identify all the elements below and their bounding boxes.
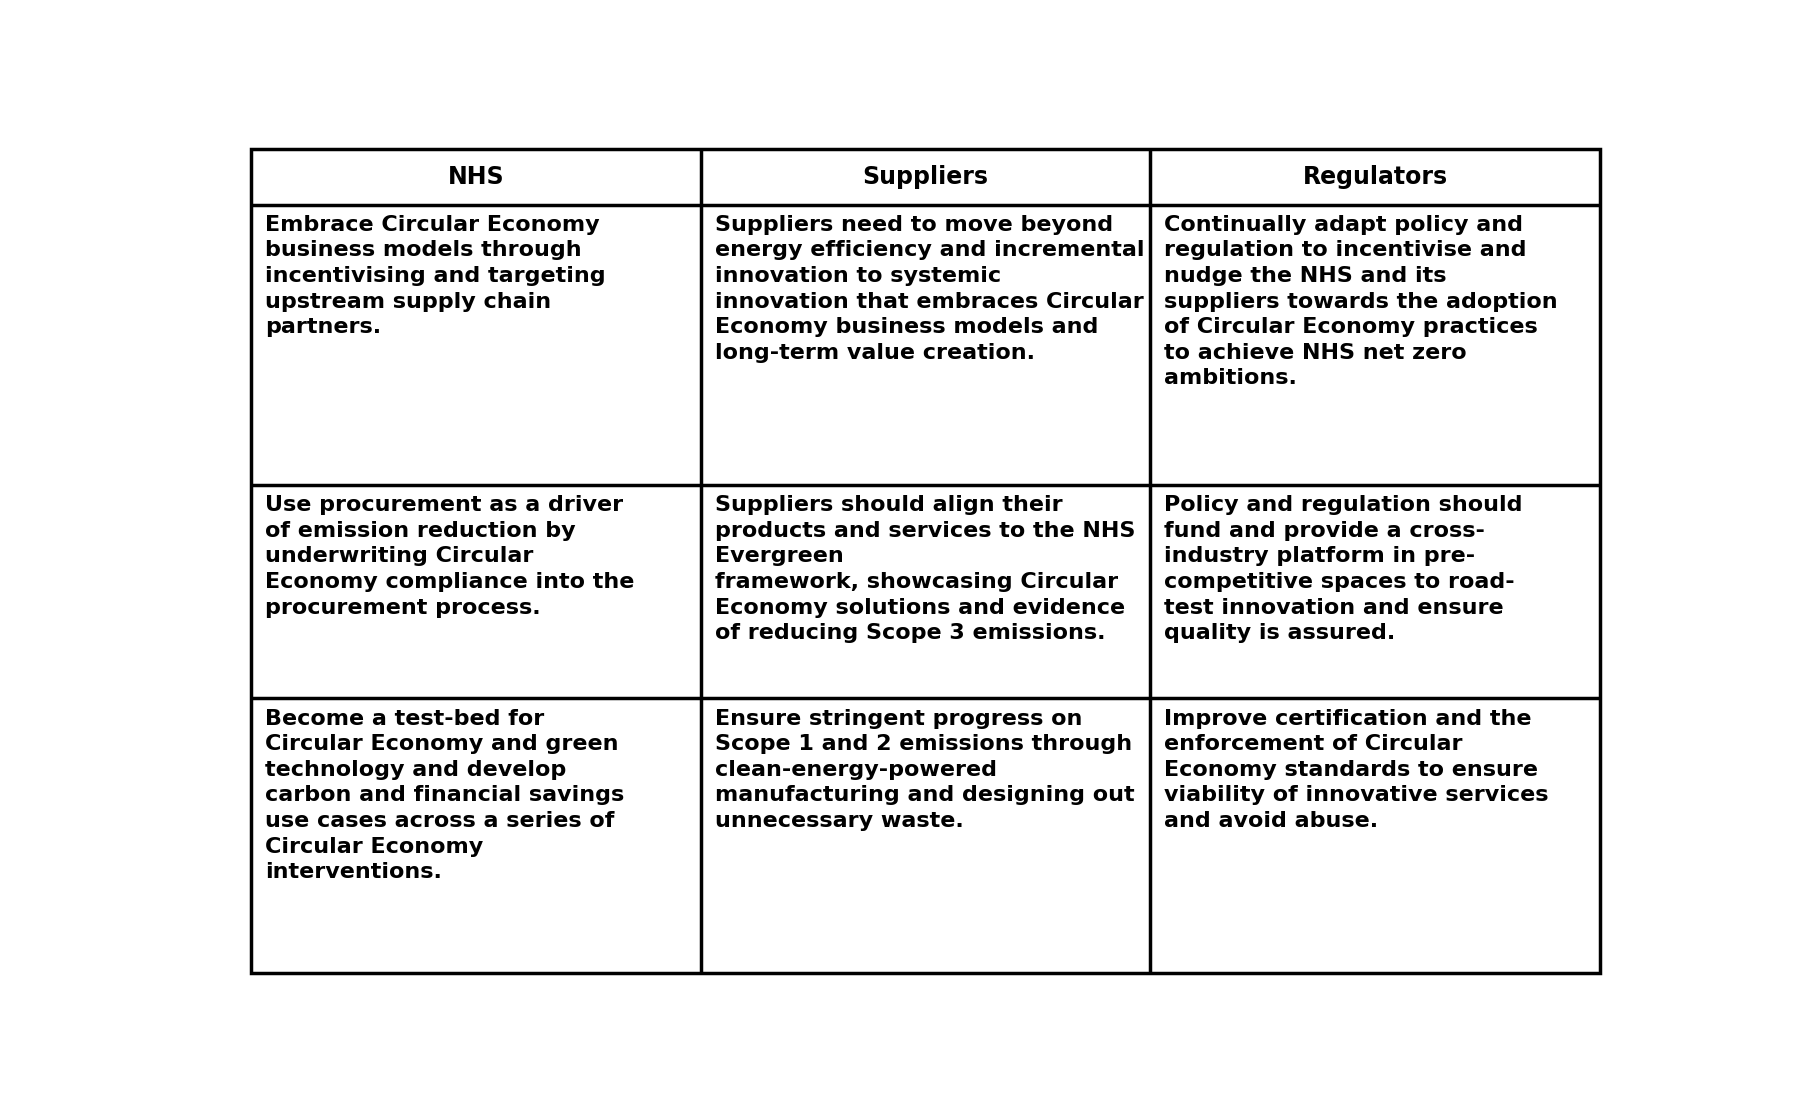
Text: NHS: NHS: [448, 164, 504, 189]
Text: Continually adapt policy and
regulation to incentivise and
nudge the NHS and its: Continually adapt policy and regulation …: [1164, 215, 1558, 388]
Text: Improve certification and the
enforcement of Circular
Economy standards to ensur: Improve certification and the enforcemen…: [1164, 708, 1549, 831]
Text: Ensure stringent progress on
Scope 1 and 2 emissions through
clean-energy-powere: Ensure stringent progress on Scope 1 and…: [715, 708, 1134, 831]
Text: Embrace Circular Economy
business models through
incentivising and targeting
ups: Embrace Circular Economy business models…: [265, 215, 605, 337]
Text: Suppliers: Suppliers: [863, 164, 987, 189]
Text: Policy and regulation should
fund and provide a cross-
industry platform in pre-: Policy and regulation should fund and pr…: [1164, 495, 1522, 643]
Text: Become a test-bed for
Circular Economy and green
technology and develop
carbon a: Become a test-bed for Circular Economy a…: [265, 708, 625, 882]
Text: Use procurement as a driver
of emission reduction by
underwriting Circular
Econo: Use procurement as a driver of emission …: [265, 495, 634, 617]
Text: Regulators: Regulators: [1301, 164, 1448, 189]
Text: Suppliers should align their
products and services to the NHS
Evergreen
framewor: Suppliers should align their products an…: [715, 495, 1134, 643]
Text: Suppliers need to move beyond
energy efficiency and incremental
innovation to sy: Suppliers need to move beyond energy eff…: [715, 215, 1144, 363]
